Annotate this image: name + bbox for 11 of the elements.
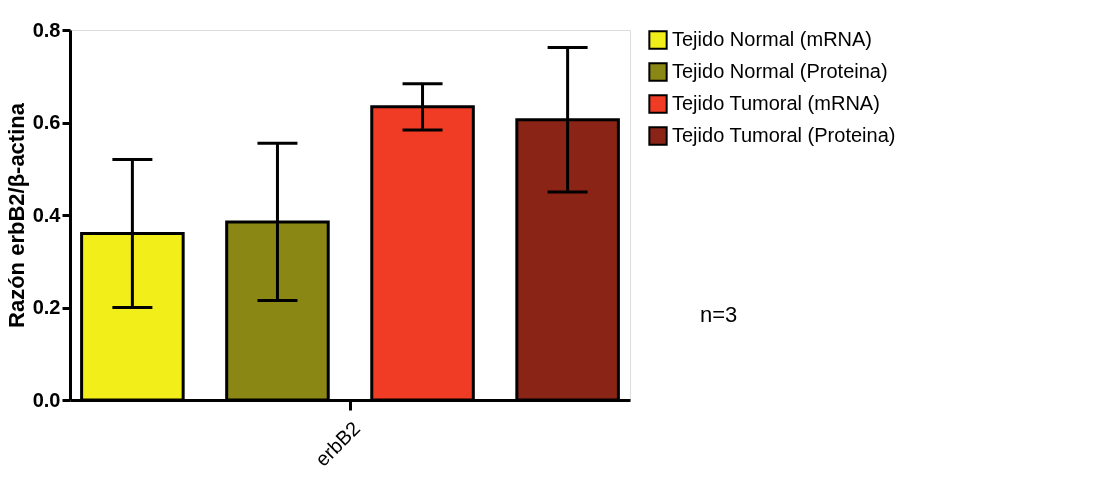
y-tick-label: 0.6 — [32, 111, 61, 133]
text: n=3 — [700, 301, 738, 327]
y-tick-label: 0.8 — [32, 18, 61, 41]
y-tick-label: 0.2 — [32, 296, 61, 318]
legend-label: Tejido Normal (Proteina) — [672, 60, 888, 82]
y-tick-label: 0.4 — [32, 203, 62, 226]
y-tick-label: 0.0 — [32, 388, 61, 411]
legend-label: Tejido Tumoral (Proteina) — [672, 124, 896, 146]
legend-label: Tejido Normal (mRNA) — [672, 28, 873, 50]
y-axis-title: Razón erbB2/β-actina — [3, 102, 29, 328]
legend-label: Tejido Tumoral (mRNA) — [672, 92, 880, 114]
